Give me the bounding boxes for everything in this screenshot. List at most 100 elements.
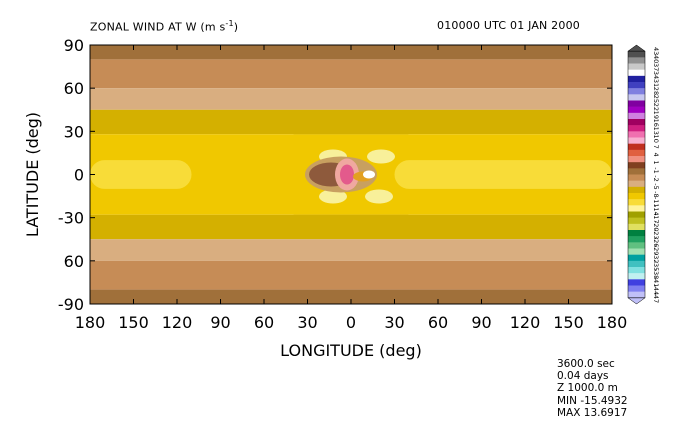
colorbar-label: -38 <box>652 269 660 280</box>
equatorial-band-1 <box>394 160 612 189</box>
colorbar-swatch <box>628 230 645 237</box>
colorbar-swatch <box>628 180 645 188</box>
x-axis-label: LONGITUDE (deg) <box>280 341 422 360</box>
colorbar-label: -47 <box>652 293 660 304</box>
x-tick-label: 120 <box>162 313 193 332</box>
colorbar-swatch <box>628 63 645 70</box>
zonal-band-7 <box>90 260 612 290</box>
colorbar-label: -44 <box>652 285 660 296</box>
title-text: ZONAL WIND AT W (m s <box>90 20 226 34</box>
colorbar-swatch <box>628 57 645 64</box>
x-tick-label: 60 <box>428 313 448 332</box>
colorbar-swatch <box>628 100 645 107</box>
x-tick-label: 150 <box>118 313 149 332</box>
axes: 180 150 120 90 60 30 0 30 60 90 120 150 180 90 60 30 0 -3… <box>23 36 627 360</box>
x-tick-label: 180 <box>597 313 628 332</box>
colorbar-swatch <box>628 162 645 169</box>
colorbar-label: 37 <box>652 63 660 71</box>
x-tick-label: 90 <box>471 313 491 332</box>
colorbar-label: 22 <box>652 103 660 111</box>
info-level: Z 1000.0 m <box>557 382 618 395</box>
colorbar-swatch <box>628 199 645 206</box>
info-max: MAX 13.6917 <box>557 406 628 419</box>
colorbar-swatch <box>628 248 645 255</box>
colorbar-label: -29 <box>652 245 660 256</box>
colorbar-swatch <box>628 149 645 157</box>
y-tick-label: 30 <box>64 122 84 141</box>
colorbar-label: 1 <box>652 160 660 164</box>
colorbar-label: -1 <box>652 167 660 173</box>
colorbar-label: 40 <box>652 55 660 63</box>
colorbar-swatch <box>628 242 645 249</box>
colorbar-swatch <box>628 273 645 280</box>
colorbar-label: 43 <box>652 47 660 55</box>
x-tick-label: 150 <box>553 313 584 332</box>
zonal-band-1 <box>90 59 612 89</box>
y-axis-label: LATITUDE (deg) <box>23 112 42 237</box>
info-time-sec: 3600.0 sec <box>557 358 615 370</box>
x-tick-label: 30 <box>297 313 317 332</box>
central-feature <box>305 149 395 204</box>
colorbar-swatch <box>628 291 645 299</box>
colorbar-label: -26 <box>652 237 660 248</box>
y-tick-label: -90 <box>58 295 84 314</box>
colorbar-bottom-arrow <box>627 297 646 305</box>
colorbar-label: 31 <box>652 79 660 87</box>
colorbar-swatch <box>628 285 645 292</box>
colorbar-swatch <box>628 254 645 262</box>
colorbar-swatch <box>628 69 645 77</box>
zonal-band-6 <box>90 239 612 261</box>
upper-bulge <box>293 127 409 135</box>
colorbar-label: -17 <box>652 213 660 224</box>
info-time-days: 0.04 days <box>557 370 609 383</box>
colorbar-label: -14 <box>652 205 660 216</box>
title-exponent: -1 <box>225 19 234 28</box>
colorbar-swatch <box>628 143 645 151</box>
colorbar-swatch <box>628 267 645 274</box>
info-block: 3600.0 sec 0.04 days Z 1000.0 m MIN -15.… <box>557 358 628 419</box>
valid-time: 010000 UTC 01 JAN 2000 <box>437 19 580 32</box>
colorbar-swatch <box>628 88 645 95</box>
colorbar-label: 4 <box>652 153 660 157</box>
colorbar-label: 25 <box>652 95 660 103</box>
colorbar-label: 16 <box>652 119 660 127</box>
colorbar-swatch <box>628 260 645 268</box>
colorbar-swatch <box>628 112 645 120</box>
y-tick-label: 0 <box>74 166 84 185</box>
x-tick-label: 60 <box>254 313 274 332</box>
colorbar-swatch <box>628 217 645 225</box>
y-tick-label: 60 <box>64 252 84 271</box>
colorbar-swatch <box>628 205 645 212</box>
colorbar-swatch <box>628 279 645 286</box>
colorbar-swatch <box>628 211 645 218</box>
x-tick-label: 30 <box>384 313 404 332</box>
chart-title: ZONAL WIND AT W (m s-1) <box>90 19 238 34</box>
colorbar-label: -5 <box>652 183 660 189</box>
colorbar-swatch <box>628 119 645 126</box>
colorbar-swatch <box>628 131 645 138</box>
colorbar: 434037343128252219161310741-1-2-5-8-11-1… <box>627 44 660 305</box>
colorbar-swatch <box>628 75 645 83</box>
colorbar-label: 28 <box>652 87 660 95</box>
colorbar-label: 19 <box>652 111 660 119</box>
lower-bulge <box>293 214 409 222</box>
y-tick-label: 90 <box>64 36 84 55</box>
colorbar-swatch <box>628 94 645 101</box>
feature-lobe <box>365 189 393 204</box>
colorbar-label: 13 <box>652 127 660 135</box>
colorbar-top-arrow <box>627 44 646 52</box>
feature-lobe <box>319 189 347 204</box>
colorbar-frame <box>627 50 646 299</box>
equatorial-band-0 <box>90 160 192 189</box>
colorbar-swatch <box>628 236 645 243</box>
colorbar-swatch <box>628 186 645 194</box>
x-tick-label: 0 <box>346 313 356 332</box>
colorbar-swatch <box>628 156 645 163</box>
colorbar-label: -23 <box>652 229 660 240</box>
colorbar-label: -35 <box>652 261 660 272</box>
colorbar-label: -2 <box>652 175 660 181</box>
colorbar-label: 7 <box>652 145 660 149</box>
colorbar-swatch <box>628 82 645 89</box>
plot-area <box>90 45 612 304</box>
